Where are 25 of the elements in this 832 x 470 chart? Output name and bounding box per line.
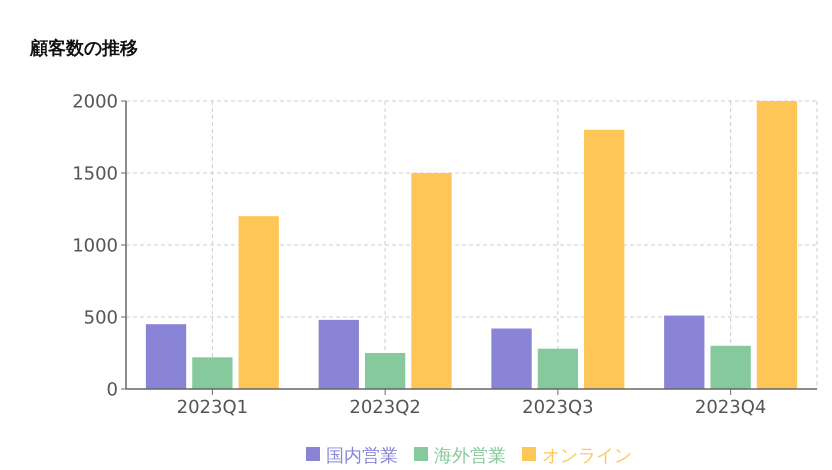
- legend-label: オンライン: [542, 445, 632, 466]
- bar: [146, 324, 186, 389]
- y-tick-label: 2000: [72, 91, 118, 112]
- bar: [756, 101, 798, 389]
- y-tick-label: 1000: [72, 235, 118, 256]
- x-tick-label: 2023Q2: [349, 397, 421, 418]
- bar: [192, 357, 233, 389]
- x-tick-label: 2023Q1: [176, 397, 248, 418]
- chart-title: 顧客数の推移: [29, 38, 138, 59]
- x-tick-label: 2023Q3: [522, 397, 594, 418]
- bar: [538, 348, 578, 389]
- y-tick-label: 1500: [72, 163, 118, 184]
- bar: [584, 130, 624, 389]
- y-tick-label: 0: [106, 379, 118, 400]
- bar: [491, 328, 532, 389]
- bar: [710, 346, 751, 389]
- bar: [238, 216, 279, 389]
- bar: [411, 173, 452, 389]
- x-tick-label: 2023Q4: [694, 397, 766, 418]
- bar: [664, 316, 704, 389]
- legend-label: 海外営業: [434, 445, 506, 466]
- y-tick-label: 500: [84, 307, 118, 328]
- bar: [364, 353, 406, 389]
- bar: [318, 320, 359, 389]
- legend-label: 国内営業: [326, 445, 398, 466]
